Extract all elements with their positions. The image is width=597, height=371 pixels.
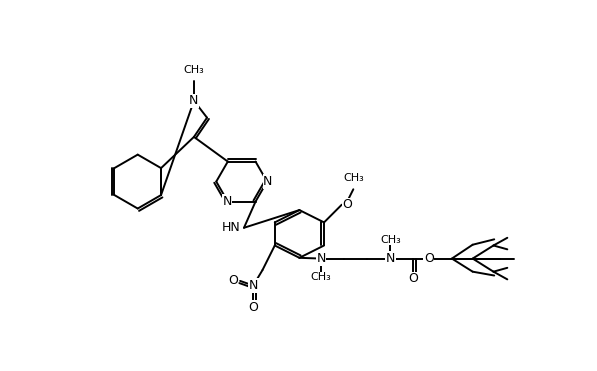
Text: N: N <box>189 94 199 107</box>
Text: O: O <box>424 252 433 265</box>
Text: N: N <box>248 279 258 292</box>
Text: CH₃: CH₃ <box>310 272 331 282</box>
Text: N: N <box>316 252 326 265</box>
Text: N: N <box>222 195 232 208</box>
Text: N: N <box>263 175 273 188</box>
Text: CH₃: CH₃ <box>380 235 401 245</box>
Text: HN: HN <box>221 221 240 234</box>
Text: O: O <box>228 275 238 288</box>
Text: N: N <box>386 252 395 265</box>
Text: CH₃: CH₃ <box>343 173 364 183</box>
Text: O: O <box>408 272 418 285</box>
Text: O: O <box>343 198 352 211</box>
Text: O: O <box>248 301 258 314</box>
Text: CH₃: CH₃ <box>183 65 204 75</box>
